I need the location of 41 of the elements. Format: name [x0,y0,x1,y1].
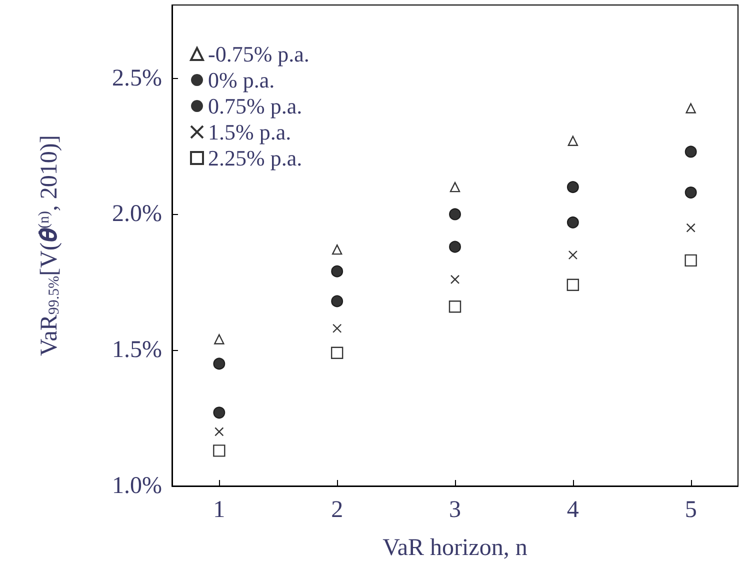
point [449,208,461,220]
point [331,265,344,278]
point [214,427,224,436]
point [214,334,224,344]
point [330,346,344,359]
point [566,181,579,194]
point [331,295,344,308]
point [332,324,342,333]
point [213,444,226,457]
point [686,103,696,114]
legend-label: -0.75% p.a. [208,42,310,66]
point [684,186,697,199]
x-tick-label: 1 [213,497,226,523]
point [568,136,578,146]
x-tick-label: 2 [331,497,344,523]
point [450,182,460,192]
y-tick-label: 2.5% [112,65,162,92]
point [448,300,462,313]
point [566,216,579,228]
point [566,278,580,292]
point [213,406,226,419]
legend-label: 0% p.a. [208,68,275,92]
point [213,358,226,370]
point [684,254,697,267]
point [450,274,460,284]
x-axis-title: VaR horizon, n [382,535,528,561]
y-tick-label: 1.5% [112,337,162,364]
point [568,250,578,260]
point [332,244,342,255]
point [684,146,697,158]
point [449,240,461,253]
point [686,223,696,232]
legend-label: 0.75% p.a. [208,94,302,118]
y-tick-label: 1.0% [112,473,162,499]
y-axis-title: VaR99.5%[V(𝜽̂(n), 2010)] [36,135,62,356]
legend-label: 2.25% p.a. [208,146,302,170]
x-tick-label: 4 [566,497,579,523]
y-tick-label: 2.0% [112,201,162,228]
x-tick-label: 5 [684,497,697,523]
legend-label: 1.5% p.a. [208,120,292,144]
x-tick-label: 3 [449,497,461,523]
